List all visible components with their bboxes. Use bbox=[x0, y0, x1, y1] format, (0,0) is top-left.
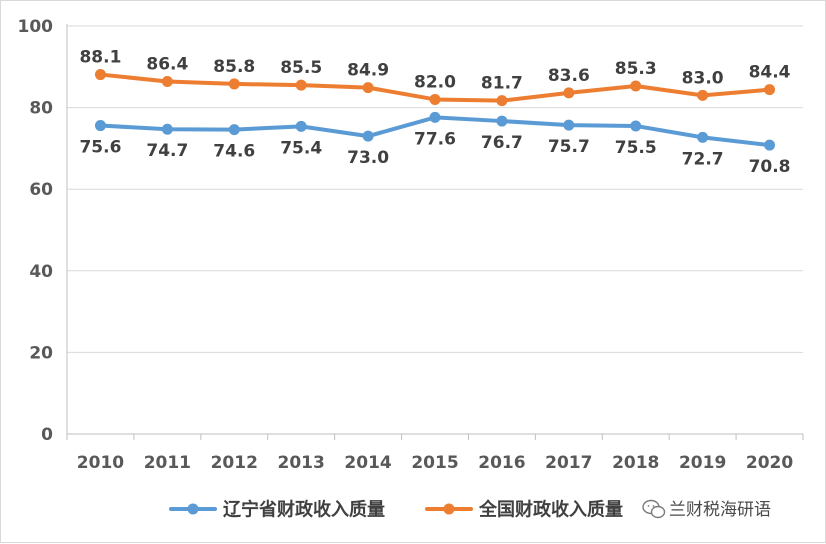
data-point bbox=[697, 89, 709, 101]
data-point bbox=[496, 95, 508, 107]
data-point bbox=[563, 87, 575, 99]
data-label: 83.0 bbox=[682, 68, 724, 88]
legend-swatch-marker bbox=[187, 503, 199, 515]
legend-label: 全国财政收入质量 bbox=[478, 499, 623, 521]
data-label: 83.6 bbox=[548, 66, 590, 86]
data-labels: 75.6 74.7 74.6 75.4 73.0 77.6 76.7 75.7 75.5 72.7… bbox=[79, 48, 790, 178]
data-point bbox=[94, 69, 106, 81]
data-label: 88.1 bbox=[79, 48, 121, 68]
data-label: 73.0 bbox=[347, 148, 389, 168]
data-label: 85.3 bbox=[615, 59, 657, 79]
data-point bbox=[228, 78, 240, 90]
data-label: 75.6 bbox=[79, 138, 121, 158]
data-label: 81.7 bbox=[481, 74, 523, 94]
series-layer bbox=[94, 69, 776, 151]
gridlines bbox=[67, 25, 803, 353]
data-label: 75.7 bbox=[548, 137, 590, 157]
data-label: 84.9 bbox=[347, 61, 389, 81]
x-tick-label: 2017 bbox=[545, 453, 592, 473]
y-tick-label: 20 bbox=[29, 343, 53, 363]
y-axis-ticks: 0 20 40 60 80 100 bbox=[18, 17, 54, 445]
data-label: 85.8 bbox=[213, 57, 255, 77]
axes bbox=[66, 24, 803, 435]
data-point bbox=[764, 139, 776, 151]
data-label: 84.4 bbox=[749, 63, 791, 83]
x-tick-label: 2015 bbox=[411, 453, 458, 473]
data-point bbox=[697, 131, 709, 143]
data-label: 82.0 bbox=[414, 72, 456, 92]
data-point bbox=[228, 124, 240, 136]
x-tick-label: 2011 bbox=[144, 453, 191, 473]
y-tick-label: 60 bbox=[29, 180, 53, 200]
data-point bbox=[161, 123, 173, 135]
data-label: 86.4 bbox=[146, 54, 188, 74]
data-label: 74.6 bbox=[213, 142, 255, 162]
x-tick-label: 2014 bbox=[344, 453, 391, 473]
data-point bbox=[362, 82, 374, 94]
data-label: 85.5 bbox=[280, 58, 322, 78]
x-tick-label: 2018 bbox=[612, 453, 659, 473]
data-point bbox=[429, 93, 441, 105]
data-label: 74.7 bbox=[146, 141, 188, 161]
data-label: 72.7 bbox=[682, 149, 724, 169]
y-tick-label: 80 bbox=[29, 99, 53, 119]
legend: 辽宁省财政收入质量 全国财政收入质量 bbox=[169, 499, 623, 521]
data-label: 75.5 bbox=[615, 138, 657, 158]
x-tick-label: 2012 bbox=[211, 453, 258, 473]
data-point bbox=[295, 120, 307, 132]
x-tick-label: 2010 bbox=[77, 453, 124, 473]
x-tick-label: 2020 bbox=[746, 453, 793, 473]
data-label: 76.7 bbox=[481, 133, 523, 153]
legend-swatch-marker bbox=[443, 503, 455, 515]
legend-label: 辽宁省财政收入质量 bbox=[223, 499, 385, 521]
data-point bbox=[764, 84, 776, 96]
data-label: 77.6 bbox=[414, 129, 456, 149]
data-point bbox=[295, 79, 307, 91]
watermark: 兰财税海研语 bbox=[642, 499, 771, 520]
data-point bbox=[94, 120, 106, 132]
wechat-icon bbox=[642, 499, 666, 519]
y-tick-label: 0 bbox=[41, 425, 53, 445]
data-point bbox=[496, 115, 508, 127]
y-tick-label: 100 bbox=[18, 17, 54, 37]
data-label: 70.8 bbox=[749, 157, 791, 177]
x-tick-label: 2013 bbox=[278, 453, 325, 473]
data-point bbox=[630, 120, 642, 132]
data-point bbox=[630, 80, 642, 92]
x-axis-ticks: 2010 2011 2012 2013 2014 2015 2016 2017 2018 2019… bbox=[66, 434, 804, 473]
data-point bbox=[362, 130, 374, 142]
x-tick-label: 2016 bbox=[478, 453, 525, 473]
data-point bbox=[429, 111, 441, 123]
data-point bbox=[161, 75, 173, 87]
data-point bbox=[563, 119, 575, 131]
x-tick-label: 2019 bbox=[679, 453, 726, 473]
watermark-text: 兰财税海研语 bbox=[669, 500, 771, 520]
data-label: 75.4 bbox=[280, 138, 322, 158]
y-tick-label: 40 bbox=[29, 262, 53, 282]
